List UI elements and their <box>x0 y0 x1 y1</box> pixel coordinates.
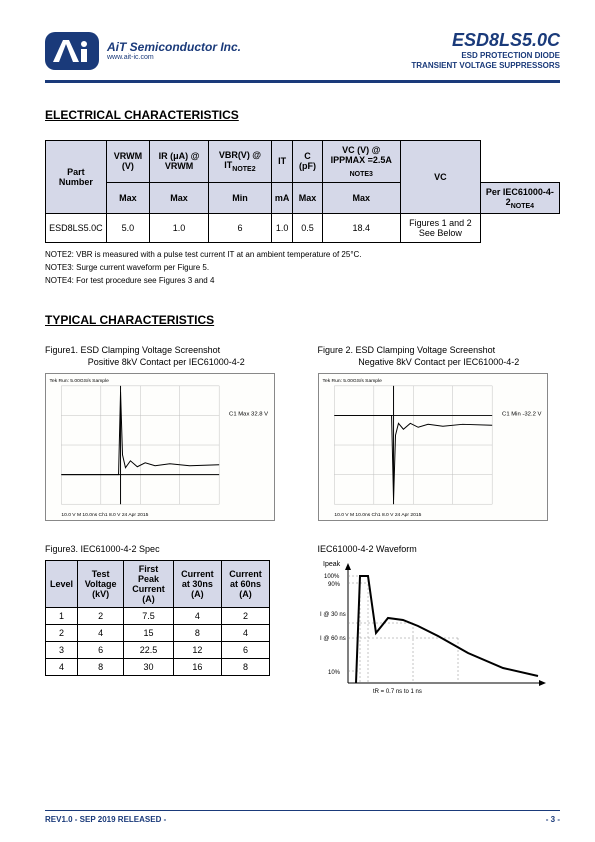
sub-max3: Max <box>293 182 322 214</box>
logo-block: AiT Semiconductor Inc. www.ait-ic.com <box>45 32 241 70</box>
svg-text:Tek Run: 5.00GS/s Sample: Tek Run: 5.00GS/s Sample <box>322 378 382 384</box>
svg-text:100%: 100% <box>324 574 340 580</box>
fig2-title: Figure 2. ESD Clamping Voltage Screensho… <box>318 345 561 355</box>
page-header: AiT Semiconductor Inc. www.ait-ic.com ES… <box>45 30 560 83</box>
svg-text:10.0 V M 10.0ns Ch: 10.0 V M 10.0ns Ch1 8.0 V 24 Apr 2015 <box>61 512 148 518</box>
page-footer: REV1.0 - SEP 2019 RELEASED - - 3 - <box>45 810 560 824</box>
svg-text:10.0 V M 10.0ns Ch: 10.0 V M 10.0ns Ch1 8.0 V 24 Apr 2015 <box>334 512 421 518</box>
section-typical-title: TYPICAL CHARACTERISTICS <box>45 313 560 327</box>
footer-left: REV1.0 - SEP 2019 RELEASED - <box>45 815 166 824</box>
fig2-scope-chart: Tek Run: 5.00GS/s Sample C1 Min -32.2 V … <box>318 373 548 521</box>
figure1: Figure1. ESD Clamping Voltage Screenshot… <box>45 345 288 524</box>
svg-text:Tek Run: 5.00GS/s Sample: Tek Run: 5.00GS/s Sample <box>50 378 110 384</box>
col-part-number: Part Number <box>46 140 107 214</box>
footer-right: - 3 - <box>546 815 560 824</box>
col-it: IT <box>271 140 293 182</box>
figure4: IEC61000-4-2 Waveform Ipeak <box>318 544 561 701</box>
figure3: Figure3. IEC61000-4-2 Spec Level Test Vo… <box>45 544 288 701</box>
note3: NOTE3: Surge current waveform per Figure… <box>45 262 560 275</box>
sub-ma: mA <box>271 182 293 214</box>
company-url: www.ait-ic.com <box>107 54 241 61</box>
electrical-characteristics-table: Part Number VRWM (V) IR (μA) @ VRWM VBR(… <box>45 140 560 244</box>
note2: NOTE2: VBR is measured with a pulse test… <box>45 249 560 262</box>
svg-text:90%: 90% <box>328 582 341 588</box>
sub-max1: Max <box>106 182 149 214</box>
col-ir: IR (μA) @ VRWM <box>150 140 209 182</box>
table-row: 4830168 <box>46 658 270 675</box>
table-row: 127.542 <box>46 607 270 624</box>
svg-text:C1 Max 32.8 V: C1 Max 32.8 V <box>229 411 268 417</box>
sub-max2: Max <box>150 182 209 214</box>
fig3-title: Figure3. IEC61000-4-2 Spec <box>45 544 288 554</box>
table-row: 241584 <box>46 624 270 641</box>
company-logo-icon <box>45 32 99 70</box>
fig4-title: IEC61000-4-2 Waveform <box>318 544 561 554</box>
svg-text:C1 Min -32.2 V: C1 Min -32.2 V <box>502 411 541 417</box>
svg-text:I @ 30 ns: I @ 30 ns <box>320 612 346 618</box>
col-vbr: VBR(V) @ ITNOTE2 <box>209 140 272 182</box>
col-vc: VC (V) @ IPPMAX =2.5ANOTE3 <box>322 140 400 182</box>
notes-block: NOTE2: VBR is measured with a pulse test… <box>45 249 560 287</box>
sub-min: Min <box>209 182 272 214</box>
sub-iec: Per IEC61000-4-2NOTE4 <box>480 182 559 214</box>
fig1-title: Figure1. ESD Clamping Voltage Screenshot <box>45 345 288 355</box>
section-electrical-title: ELECTRICAL CHARACTERISTICS <box>45 108 560 122</box>
fig1-scope-chart: Tek Run: 5.00GS/s Sample C1 Max 32.8 V 1… <box>45 373 275 521</box>
svg-text:I @ 60 ns: I @ 60 ns <box>320 636 346 642</box>
company-name: AiT Semiconductor Inc. <box>107 40 241 54</box>
fig1-sub: Positive 8kV Contact per IEC61000-4-2 <box>45 357 288 367</box>
table-row: 3622.5126 <box>46 641 270 658</box>
svg-text:tR = 0.7 ns to 1 ns: tR = 0.7 ns to 1 ns <box>373 689 422 695</box>
subtitle-1: ESD PROTECTION DIODE <box>411 51 560 61</box>
header-right: ESD8LS5.0C ESD PROTECTION DIODE TRANSIEN… <box>411 30 560 72</box>
col-vrwm: VRWM (V) <box>106 140 149 182</box>
svg-text:10%: 10% <box>328 670 341 676</box>
subtitle-2: TRANSIENT VOLTAGE SUPPRESSORS <box>411 61 560 71</box>
col-c: C (pF) <box>293 140 322 182</box>
sub-max4: Max <box>322 182 400 214</box>
part-number-title: ESD8LS5.0C <box>411 30 560 51</box>
fig2-sub: Negative 8kV Contact per IEC61000-4-2 <box>318 357 561 367</box>
fig4-waveform-chart: Ipeak <box>318 558 548 698</box>
note4: NOTE4: For test procedure see Figures 3 … <box>45 275 560 288</box>
spec-table: Level Test Voltage (kV) First Peak Curre… <box>45 560 270 676</box>
svg-text:Ipeak: Ipeak <box>323 561 341 568</box>
table-row: ESD8LS5.0C 5.0 1.0 6 1.0 0.5 18.4 Figure… <box>46 214 560 243</box>
figure2: Figure 2. ESD Clamping Voltage Screensho… <box>318 345 561 524</box>
col-vc2: VC <box>401 140 481 214</box>
